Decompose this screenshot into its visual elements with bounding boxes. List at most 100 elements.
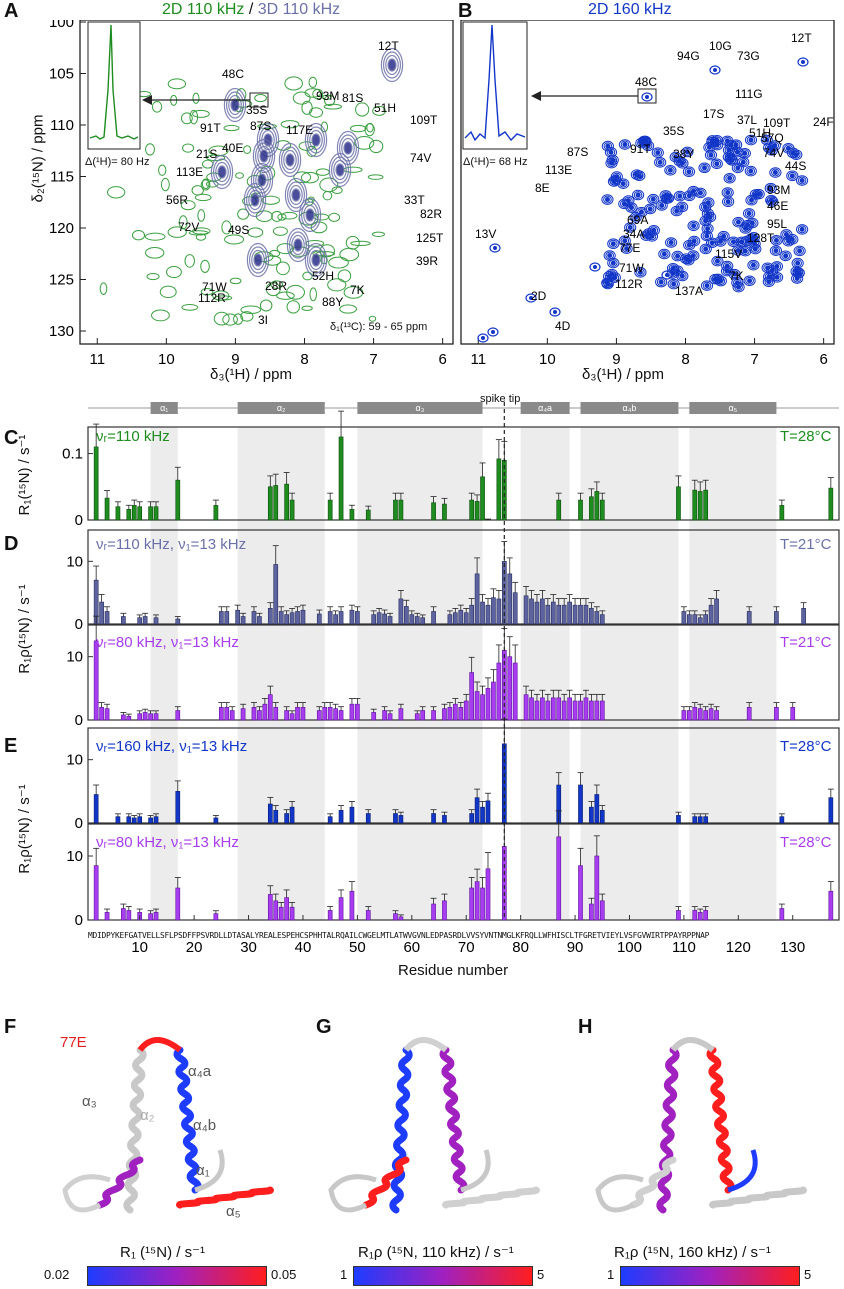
ppm-x-tick-label: 9 (231, 351, 239, 368)
cbar-f-min: 0.02 (44, 1267, 70, 1282)
blue-peak-contour (791, 150, 801, 159)
bar-residue-75 (491, 681, 496, 721)
bar-residue-55 (382, 613, 387, 625)
bar-residue-28 (235, 609, 240, 625)
cbar-h-max: 5 (804, 1267, 812, 1282)
helix-label-a4a: α₄a (188, 1063, 212, 1080)
blue-peak-contour (664, 237, 678, 248)
helix-label-a5: α₅ (226, 1203, 241, 1220)
purple-peak-contour (278, 142, 302, 178)
bar-residue-71 (469, 672, 475, 721)
purple-peak-contour (305, 208, 315, 222)
residue-tick-label: 110 (672, 939, 696, 956)
blue-peak-contour (685, 191, 694, 200)
bar-residue-4 (104, 708, 110, 721)
bar-residue-45 (327, 816, 333, 824)
bar-residue-110 (681, 710, 687, 721)
panel-letter-f: F (4, 1016, 17, 1038)
blue-peak-contour (686, 169, 692, 175)
helix-bar-label: α₃ (416, 403, 425, 413)
bar-residue-67 (447, 707, 453, 721)
bar-residue-29 (240, 616, 246, 625)
green-peak-contour (337, 269, 352, 283)
blue-peak-contour (656, 278, 666, 286)
panel-b-title: 2D 160 kHz (588, 1, 672, 18)
blue-peak-contour (624, 246, 630, 252)
blue-peak-contour (786, 147, 800, 159)
bar-residue-7 (121, 908, 126, 921)
bar-residue-113 (697, 491, 703, 521)
blue-peak-contour (795, 260, 801, 266)
purple-peak-contour (298, 197, 322, 233)
bar-residue-35 (273, 485, 279, 521)
blue-peak-contour (709, 240, 715, 246)
blue-peak-contour (751, 234, 757, 240)
bar-residue-83 (534, 601, 540, 625)
bar-residue-2 (93, 865, 99, 921)
purple-peak-contour (385, 54, 399, 76)
green-peak-contour (276, 291, 295, 300)
bar-residue-114 (703, 910, 709, 921)
cbar-f-max: 0.05 (271, 1267, 297, 1282)
bar-residue-95 (599, 614, 605, 625)
green-peak-contour (259, 299, 273, 312)
blue-peak-contour (733, 148, 742, 157)
blue-peak-contour (647, 193, 660, 205)
blue-peak-contour (726, 154, 732, 160)
purple-peak-contour (304, 122, 328, 158)
panel-a-inset-label: Δ(¹H)= 80 Hz (85, 156, 150, 168)
bar-residue-113 (697, 912, 703, 921)
blue-peak-contour (669, 280, 678, 288)
blue-peak-contour (608, 272, 621, 283)
blue-peak-contour (744, 238, 750, 244)
bar-residue-74 (485, 868, 491, 921)
bar-residue-35 (273, 810, 279, 824)
blue-peak-contour (793, 245, 806, 257)
panel-letter-e: E (4, 735, 18, 757)
blue-peak-contour (609, 259, 618, 267)
purple-peak-contour (331, 156, 350, 184)
blue-peak-contour (727, 175, 733, 181)
blue-peak-contour (712, 159, 722, 168)
blue-peak-contour (722, 151, 735, 163)
purple-peak-contour (257, 173, 267, 187)
blue-peak-contour (747, 259, 760, 271)
bar-residue-49 (349, 890, 355, 921)
green-peak-contour (309, 107, 324, 118)
bar-residue-2 (93, 446, 99, 521)
blue-peak-contour (636, 268, 645, 277)
cbar-f-label: R₁ (¹⁵N) / s⁻¹ (120, 1244, 206, 1261)
purple-peak-contour (387, 58, 397, 72)
blue-peak-contour (702, 281, 712, 290)
green-peak-contour (178, 215, 188, 230)
blue-peak-contour (612, 275, 618, 281)
purple-peak-contour (250, 162, 274, 198)
green-peak-contour (368, 315, 377, 322)
bar-residue-115 (708, 604, 714, 625)
purple-peak-contour (228, 94, 242, 116)
bar-residue-24 (213, 817, 219, 824)
purple-peak-contour (307, 126, 326, 154)
helix-a2 (96, 1194, 112, 1209)
purple-peak-contour (226, 91, 245, 119)
blue-peak-contour (645, 205, 655, 213)
chart-e1-temp: T=28°C (780, 738, 832, 755)
green-peak-contour (194, 193, 212, 202)
green-peak-contour (201, 178, 210, 190)
blue-peak-contour (764, 137, 770, 143)
bar-residue-71 (469, 604, 475, 625)
purple-peak-contour (328, 152, 352, 188)
helix-bar-label: α₂ (277, 403, 286, 413)
bar-residue-95 (599, 700, 605, 721)
green-peak-contour (321, 94, 332, 101)
protein-structure-0 (62, 1037, 274, 1214)
residue-tick-label: 120 (726, 939, 751, 956)
bar-residue-8 (126, 816, 132, 824)
panel-a-title-green: 2D 110 kHz (162, 1, 245, 18)
blue-peak-contour (666, 238, 676, 247)
bar-residue-74 (485, 800, 491, 824)
helix-shading (357, 427, 483, 920)
green-peak-contour (167, 78, 187, 90)
ppm-x-tick-label: 11 (470, 351, 486, 368)
bar-residue-111 (687, 614, 692, 625)
